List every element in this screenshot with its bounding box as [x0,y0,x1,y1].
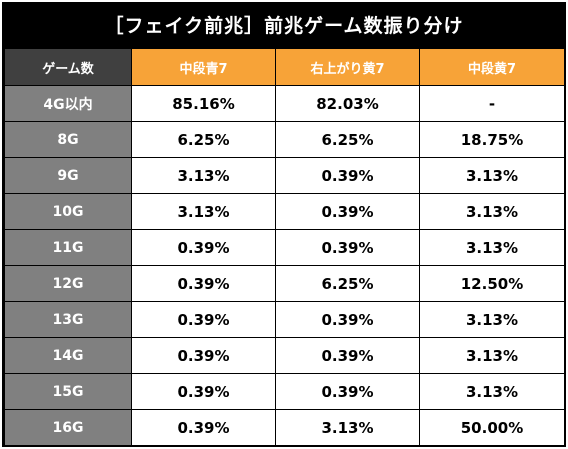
table-cell: 0.39% [131,229,276,266]
row-label: 12G [4,265,132,302]
table-cell: 0.39% [131,373,276,410]
table-cell: 3.13% [275,409,420,446]
table-cell: 3.13% [419,229,565,266]
table-cell: 0.39% [275,157,420,194]
table-row: 4G以内 85.16% 82.03% - [4,85,565,122]
table-cell: 12.50% [419,265,565,302]
table-row: 10G 3.13% 0.39% 3.13% [4,193,565,230]
table-cell: - [419,85,565,122]
row-label: 8G [4,121,132,158]
corner-header: ゲーム数 [4,48,132,86]
table-row: 12G 0.39% 6.25% 12.50% [4,265,565,302]
column-header: 中段青7 [131,48,276,86]
column-header: 右上がり黄7 [275,48,420,86]
row-label: 4G以内 [4,85,132,122]
row-label: 15G [4,373,132,410]
table-row: 13G 0.39% 0.39% 3.13% [4,301,565,338]
table-title: ［フェイク前兆］前兆ゲーム数振り分け [104,15,464,37]
row-label: 11G [4,229,132,266]
table-cell: 3.13% [419,373,565,410]
table-cell: 6.25% [275,121,420,158]
table-row: 14G 0.39% 0.39% 3.13% [4,337,565,374]
row-label: 10G [4,193,132,230]
distribution-table: ゲーム数 中段青7 右上がり黄7 中段黄7 4G以内 85.16% 82.03%… [4,48,565,446]
row-label: 14G [4,337,132,374]
table-cell: 0.39% [275,229,420,266]
row-label: 16G [4,409,132,446]
column-header: 中段黄7 [419,48,565,86]
table-cell: 0.39% [275,301,420,338]
table-cell: 3.13% [419,337,565,374]
table-cell: 6.25% [131,121,276,158]
table-cell: 0.39% [131,337,276,374]
table-cell: 0.39% [131,301,276,338]
table-row: 16G 0.39% 3.13% 50.00% [4,409,565,446]
table-row: 11G 0.39% 0.39% 3.13% [4,229,565,266]
table-row: 9G 3.13% 0.39% 3.13% [4,157,565,194]
table-cell: 82.03% [275,85,420,122]
table-cell: 50.00% [419,409,565,446]
table-cell: 0.39% [275,337,420,374]
table-cell: 3.13% [419,193,565,230]
table-cell: 0.39% [275,193,420,230]
table-cell: 85.16% [131,85,276,122]
table-cell: 0.39% [131,265,276,302]
header-row: ゲーム数 中段青7 右上がり黄7 中段黄7 [4,48,565,86]
table-cell: 3.13% [419,157,565,194]
table-cell: 0.39% [275,373,420,410]
table-cell: 3.13% [419,301,565,338]
row-label: 13G [4,301,132,338]
table-cell: 3.13% [131,157,276,194]
row-label: 9G [4,157,132,194]
table-row: 8G 6.25% 6.25% 18.75% [4,121,565,158]
table-cell: 6.25% [275,265,420,302]
table-cell: 18.75% [419,121,565,158]
table-cell: 3.13% [131,193,276,230]
table-row: 15G 0.39% 0.39% 3.13% [4,373,565,410]
table-cell: 0.39% [131,409,276,446]
